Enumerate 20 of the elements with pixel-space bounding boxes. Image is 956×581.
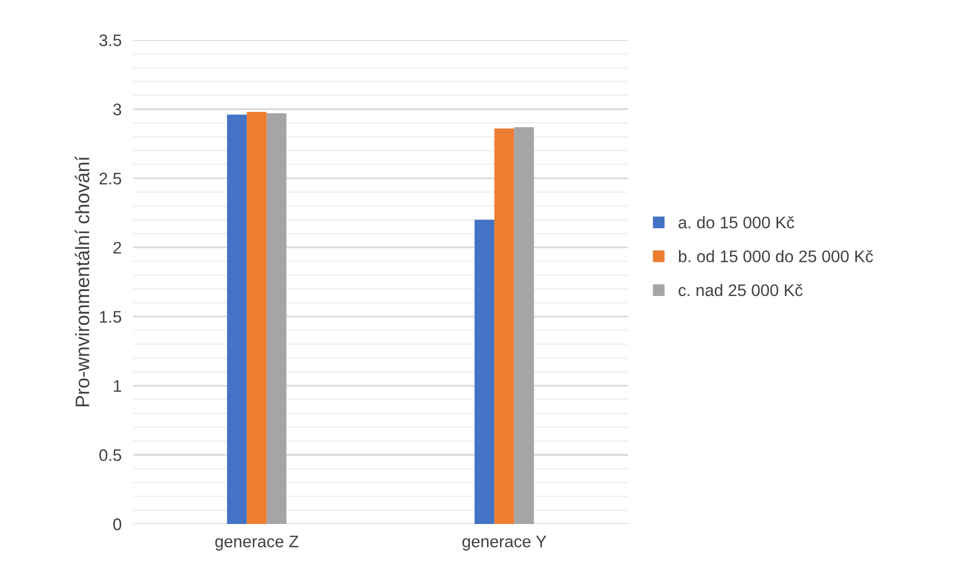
bar xyxy=(514,127,534,524)
y-tick-label: 2 xyxy=(113,242,122,254)
y-tick-label: 1 xyxy=(114,380,122,392)
x-tick-label: generace Z xyxy=(215,536,298,551)
y-tick-label: 0 xyxy=(113,518,122,530)
bar xyxy=(246,112,267,524)
x-tick-label: generace Y xyxy=(462,536,546,551)
y-tick-label: 3.5 xyxy=(99,34,122,46)
legend-label: b. od 15 000 do 25 000 Kč xyxy=(678,250,873,262)
legend-label: c. nad 25 000 Kč xyxy=(678,284,803,296)
bar xyxy=(474,220,494,524)
y-tick-label: 2.5 xyxy=(100,172,122,184)
y-tick-label: 3 xyxy=(113,104,122,116)
y-tick-label: 1.5 xyxy=(100,311,122,323)
bar xyxy=(494,128,514,524)
y-axis-title: Pro-wnvironmentální chování xyxy=(74,156,90,406)
bar xyxy=(227,114,247,524)
legend-label: a. do 15 000 Kč xyxy=(678,216,794,228)
bar xyxy=(266,113,286,524)
y-tick-label: 0.5 xyxy=(99,449,122,462)
